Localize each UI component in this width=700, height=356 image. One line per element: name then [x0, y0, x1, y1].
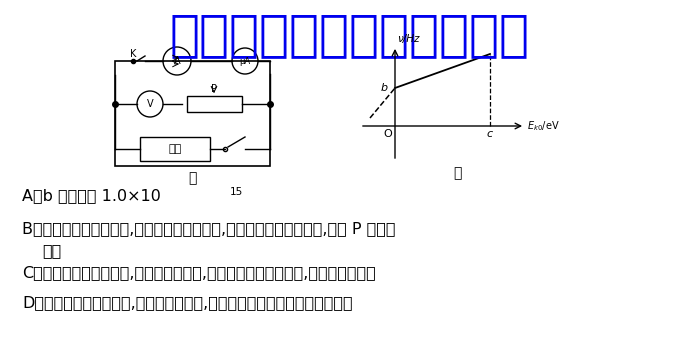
Text: 甲: 甲	[188, 171, 196, 185]
Text: 乙: 乙	[453, 166, 461, 180]
Text: b: b	[381, 83, 388, 93]
Text: 15: 15	[230, 187, 244, 197]
Text: O: O	[384, 129, 392, 139]
Text: 微信公众号关注：趣找答案: 微信公众号关注：趣找答案	[170, 11, 530, 59]
Text: V: V	[147, 99, 153, 109]
Text: ν/Hz: ν/Hz	[397, 34, 419, 44]
Bar	[140, 137, 210, 161]
Text: 调节: 调节	[42, 243, 62, 258]
Text: c: c	[487, 129, 493, 139]
Text: A．b 的数值为 1.0×10: A．b 的数值为 1.0×10	[22, 188, 161, 203]
Text: A: A	[174, 56, 181, 66]
Text: K: K	[130, 49, 136, 59]
Text: μA: μA	[239, 57, 251, 66]
Text: 电源: 电源	[169, 144, 181, 154]
Text: P: P	[211, 84, 217, 94]
Text: C．当电源右端为正极时,电流计示数为零,则增大该人射光的光强,电流计会有示数: C．当电源右端为正极时,电流计示数为零,则增大该人射光的光强,电流计会有示数	[22, 265, 376, 280]
Text: D．当电源右端为正极时,若电流计有示数,则流过电流计的电流方向由上到下: D．当电源右端为正极时,若电流计有示数,则流过电流计的电流方向由上到下	[22, 295, 353, 310]
Bar	[187, 96, 242, 112]
Text: $E_{k0}$/eV: $E_{k0}$/eV	[527, 119, 559, 133]
Text: B．当电源左端为正极时,若增大人射光的频率,要使电流计的示数为零,滑片 P 应向右: B．当电源左端为正极时,若增大人射光的频率,要使电流计的示数为零,滑片 P 应向…	[22, 221, 395, 236]
Bar	[115, 61, 270, 166]
